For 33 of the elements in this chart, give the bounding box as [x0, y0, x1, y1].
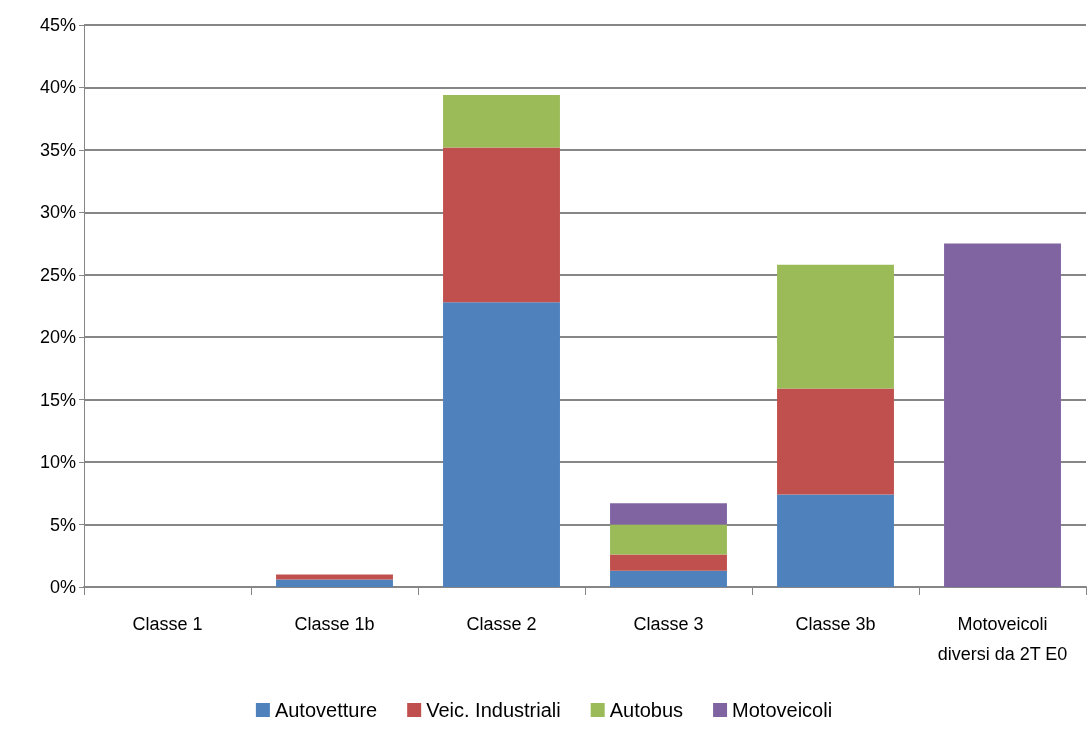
x-tick-label: Classe 2 [466, 614, 537, 634]
bar [443, 302, 560, 587]
legend-label: Motoveicoli [732, 699, 833, 721]
legend-label: Autobus [609, 699, 684, 721]
y-tick-label: 15% [39, 389, 76, 410]
y-tick-label: 40% [39, 77, 76, 98]
bar [276, 574, 393, 580]
bar [944, 243, 1061, 587]
legend-label: Veic. Industriali [426, 699, 561, 721]
bar [610, 554, 727, 571]
y-tick-label: 35% [39, 139, 76, 160]
x-tick-label: Classe 3b [795, 614, 876, 634]
x-tick-label: Classe 1b [294, 614, 375, 634]
y-tick-label: 20% [39, 327, 76, 348]
bar [777, 388, 894, 495]
x-tick-label: Classe 3 [633, 614, 704, 634]
x-tick-label: Motoveicoli diversi da 2T E0 [937, 614, 1068, 664]
y-tick-label: 45% [39, 15, 76, 35]
bar [276, 579, 393, 587]
bar [443, 147, 560, 303]
legend-label: Autovetture [274, 699, 378, 721]
bar [777, 494, 894, 587]
x-tick-label: Classe 1 [132, 614, 203, 634]
bar [777, 264, 894, 389]
y-tick-label: 5% [49, 514, 76, 535]
bar [443, 94, 560, 148]
bar [610, 503, 727, 525]
y-tick-label: 30% [39, 202, 76, 223]
y-tick-label: 10% [39, 452, 76, 473]
bar [610, 570, 727, 587]
bar [610, 524, 727, 555]
y-tick-label: 0% [49, 577, 76, 597]
y-tick-label: 25% [39, 264, 76, 285]
